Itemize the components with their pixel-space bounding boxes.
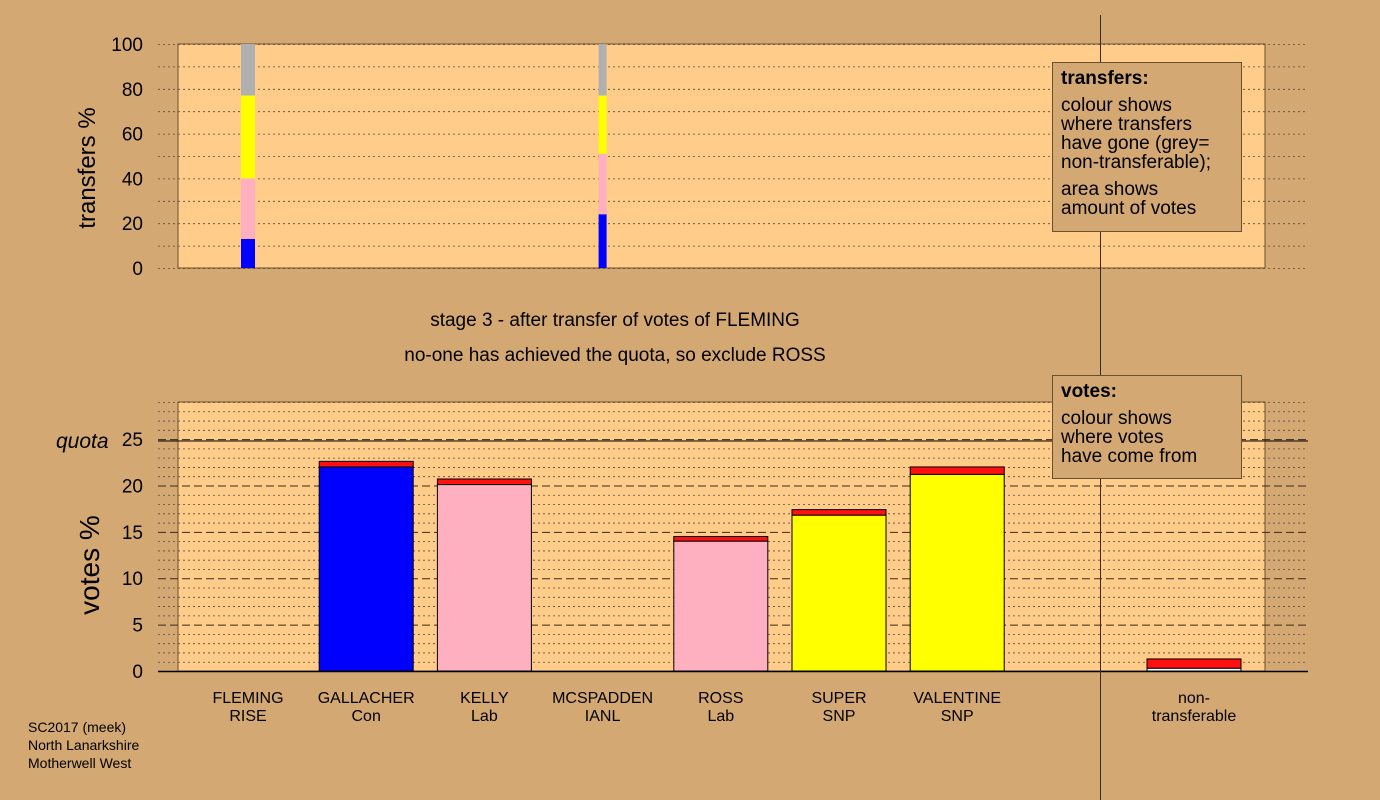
transfers-tick-label: 40: [122, 169, 143, 190]
votes-tick-label: 0: [132, 662, 143, 683]
votes-axis-label: votes %: [74, 515, 105, 615]
vote-bar-base: [673, 540, 769, 672]
candidate-name: KELLY: [460, 690, 509, 707]
candidate-name: FLEMING: [212, 690, 284, 707]
candidate-name: non-: [1177, 690, 1211, 707]
transfer-bar-segment: [598, 153, 607, 215]
candidate-name: GALLACHER: [317, 690, 415, 707]
candidate-party: SNP: [940, 708, 974, 725]
transfers-legend-line: where transfers: [1061, 114, 1192, 135]
transfers-legend-line: non-transferable);: [1061, 152, 1211, 173]
footer-line: North Lanarkshire: [28, 737, 140, 753]
votes-tick-label: 20: [122, 476, 143, 497]
quota-label: quota: [56, 430, 109, 453]
candidate-name: SUPER: [811, 690, 867, 707]
transfers-tick-label: 80: [122, 80, 143, 101]
footer: SC2017 (meek) North Lanarkshire Motherwe…: [28, 718, 139, 772]
candidate-label: non-transferable: [1124, 690, 1264, 726]
votes-tick-label: 10: [122, 569, 143, 590]
candidate-label: SUPER SNP: [769, 690, 909, 726]
vote-bar-base: [791, 514, 887, 672]
vote-bar-nontransferable: [1146, 658, 1242, 669]
transfer-bar-segment: [241, 238, 255, 268]
transfers-tick-label: 60: [122, 125, 143, 146]
candidate-party: Con: [351, 708, 381, 725]
footer-line: Motherwell West: [28, 755, 132, 771]
candidate-name: MCSPADDEN: [552, 690, 654, 707]
candidate-party: Lab: [707, 708, 735, 725]
vote-bar-transfer: [791, 509, 887, 516]
transfers-tick-label: 100: [111, 35, 143, 56]
transfers-legend-line: have gone (grey=: [1061, 133, 1210, 154]
transfer-bar-segment: [241, 44, 255, 96]
transfer-bar-segment: [241, 95, 255, 179]
candidate-label: GALLACHER Con: [296, 690, 436, 726]
candidate-party: SNP: [822, 708, 856, 725]
votes-legend-title: votes:: [1061, 381, 1117, 402]
votes-tick-label: 15: [122, 523, 143, 544]
candidate-party: Lab: [471, 708, 498, 725]
transfers-axis-label: transfers %: [74, 107, 101, 228]
candidate-party: IANL: [584, 708, 621, 725]
footer-line: SC2017 (meek): [28, 719, 127, 735]
stage-line-2: no-one has achieved the quota, so exclud…: [404, 345, 826, 366]
candidate-party: RISE: [229, 708, 267, 725]
transfers-legend-line: area shows: [1061, 179, 1159, 200]
vote-bar-transfer: [318, 460, 414, 468]
votes-legend-line: where votes: [1061, 427, 1164, 448]
candidate-party: transferable: [1151, 708, 1237, 725]
votes-tick-label: 25: [122, 430, 143, 451]
candidate-label: VALENTINE SNP: [887, 690, 1027, 726]
vote-bar-transfer: [436, 478, 532, 486]
transfer-bar-segment: [241, 178, 255, 239]
vote-bar-base: [318, 466, 414, 672]
candidate-name: ROSS: [698, 690, 744, 707]
transfers-legend-title: transfers:: [1061, 68, 1149, 89]
transfers-legend-line: amount of votes: [1061, 198, 1197, 219]
vote-bar-transfer: [909, 466, 1005, 475]
vote-bar-base: [909, 473, 1005, 672]
transfers-tick-label: 20: [122, 214, 143, 235]
vote-bar-transfer: [673, 536, 769, 542]
candidate-name: VALENTINE: [913, 690, 1002, 707]
candidate-label: KELLY Lab: [414, 690, 554, 726]
transfers-tick-label: 0: [132, 259, 143, 280]
transfer-bar-segment: [598, 214, 607, 268]
candidate-label: MCSPADDEN IANL: [533, 690, 673, 726]
vote-bar-base: [436, 484, 532, 672]
transfer-bar-segment: [598, 95, 607, 154]
transfers-legend-line: colour shows: [1061, 95, 1172, 116]
transfers-legend: transfers: colour shows where transfers …: [1052, 62, 1242, 232]
candidate-label: FLEMING RISE: [178, 690, 318, 726]
votes-legend-line: colour shows: [1061, 408, 1172, 429]
transfer-bar-segment: [598, 44, 607, 96]
votes-tick-label: 5: [132, 616, 143, 637]
stage-line-1: stage 3 - after transfer of votes of FLE…: [430, 310, 800, 331]
votes-legend-line: have come from: [1061, 446, 1198, 467]
candidate-label: ROSS Lab: [651, 690, 791, 726]
votes-legend: votes: colour shows where votes have com…: [1052, 375, 1242, 479]
